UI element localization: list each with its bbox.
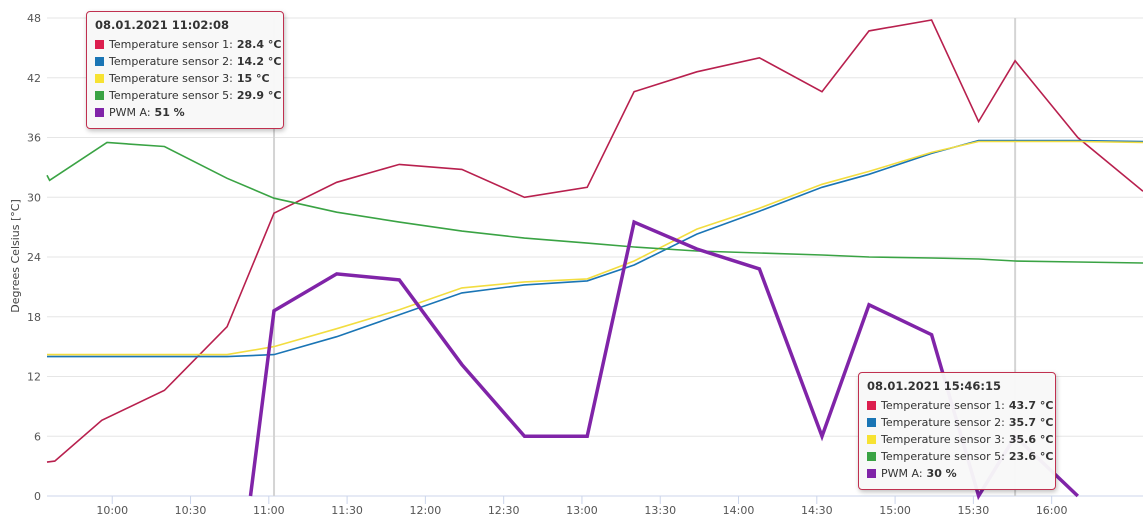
y-axis-label: Degrees Celsius [°C]: [9, 199, 22, 313]
tooltip-series-value: 51 %: [154, 106, 185, 119]
y-tick-label: 30: [27, 191, 41, 204]
tooltip-series-value: 43.7 °C: [1008, 399, 1054, 412]
axes: 0 6 12 18 24 30 36 42 48 10:00 10:30 11:00 11:30 12:0…: [27, 12, 1068, 517]
tooltip-series-name: Temperature sensor 5:: [109, 89, 233, 102]
tooltip-row: PWM A: 51 %: [95, 104, 275, 121]
y-tick-label: 48: [27, 12, 41, 25]
y-tick-label: 6: [34, 430, 41, 443]
y-tick-label: 18: [27, 311, 41, 324]
tooltip-series-value: 29.9 °C: [236, 89, 282, 102]
tooltip-row: Temperature sensor 3: 35.6 °C: [867, 431, 1053, 448]
tooltip-series-value: 35.6 °C: [1008, 433, 1054, 446]
x-tick-label: 12:30: [488, 504, 520, 517]
tooltip-series-name: Temperature sensor 3:: [881, 433, 1005, 446]
y-tick-label: 42: [27, 72, 41, 85]
y-tick-label: 24: [27, 251, 41, 264]
tooltip-series-value: 14.2 °C: [236, 55, 282, 68]
y-tick-label: 36: [27, 132, 41, 145]
tooltip-series-value: 30 %: [926, 467, 957, 480]
tooltip-series-name: Temperature sensor 2:: [109, 55, 233, 68]
legend-swatch: [867, 452, 876, 461]
x-tick-label: 13:30: [644, 504, 676, 517]
x-tick-label: 13:00: [566, 504, 598, 517]
tooltip-row: PWM A: 30 %: [867, 465, 1047, 482]
tooltip-1: 08.01.2021 11:02:08 Temperature sensor 1…: [86, 11, 284, 129]
tooltip-row: Temperature sensor 5: 29.9 °C: [95, 87, 281, 104]
series-line-temperature-sensor-3[interactable]: [47, 140, 1143, 356]
x-tick-label: 10:30: [175, 504, 207, 517]
legend-swatch: [867, 418, 876, 427]
x-tick-label: 16:00: [1036, 504, 1068, 517]
tooltip-2: 08.01.2021 15:46:15 Temperature sensor 1…: [858, 372, 1056, 490]
x-tick-label: 14:00: [723, 504, 755, 517]
tooltip-series-value: 15 °C: [236, 72, 270, 85]
legend-swatch: [95, 108, 104, 117]
legend-swatch: [867, 401, 876, 410]
tooltip-row: Temperature sensor 1: 43.7 °C: [867, 397, 1053, 414]
tooltip-series-value: 28.4 °C: [236, 38, 282, 51]
tooltip-2-time: 08.01.2021 15:46:15: [867, 379, 1001, 393]
legend-swatch: [95, 57, 104, 66]
grid: [47, 17, 1143, 497]
x-tick-label: 11:30: [331, 504, 363, 517]
y-tick-label: 12: [27, 371, 41, 384]
tooltip-2-rows: Temperature sensor 1: 43.7 °C Temperature …: [867, 397, 1053, 482]
x-tick-label: 15:00: [879, 504, 911, 517]
tooltip-row: Temperature sensor 2: 35.7 °C: [867, 414, 1053, 431]
tooltip-series-value: 23.6 °C: [1008, 450, 1054, 463]
legend-swatch: [867, 469, 876, 478]
legend-swatch: [95, 74, 104, 83]
x-tick-label: 15:30: [958, 504, 990, 517]
tooltip-row: Temperature sensor 3: 15 °C: [95, 70, 275, 87]
x-tick-label: 14:30: [801, 504, 833, 517]
tooltip-series-name: Temperature sensor 5:: [881, 450, 1005, 463]
tooltip-series-name: Temperature sensor 2:: [881, 416, 1005, 429]
tooltip-1-rows: Temperature sensor 1: 28.4 °C Temperature …: [95, 36, 281, 121]
tooltip-row: Temperature sensor 2: 14.2 °C: [95, 53, 281, 70]
tooltip-series-name: PWM A:: [881, 467, 923, 480]
tooltip-1-time: 08.01.2021 11:02:08: [95, 18, 229, 32]
legend-swatch: [95, 40, 104, 49]
tooltip-row: Temperature sensor 1: 28.4 °C: [95, 36, 281, 53]
x-tick-label: 11:00: [253, 504, 285, 517]
tooltip-series-name: Temperature sensor 1:: [881, 399, 1005, 412]
tooltip-series-value: 35.7 °C: [1008, 416, 1054, 429]
x-tick-label: 12:00: [410, 504, 442, 517]
y-tick-label: 0: [34, 490, 41, 503]
legend-swatch: [867, 435, 876, 444]
x-tick-label: 10:00: [96, 504, 128, 517]
series-line-temperature-sensor-5[interactable]: [46, 141, 1143, 264]
tooltip-series-name: Temperature sensor 3:: [109, 72, 233, 85]
tooltip-row: Temperature sensor 5: 23.6 °C: [867, 448, 1053, 465]
tooltip-series-name: Temperature sensor 1:: [109, 38, 233, 51]
tooltip-series-name: PWM A:: [109, 106, 151, 119]
series-line-temperature-sensor-1[interactable]: [46, 19, 1143, 463]
series-lines: [46, 19, 1143, 501]
legend-swatch: [95, 91, 104, 100]
